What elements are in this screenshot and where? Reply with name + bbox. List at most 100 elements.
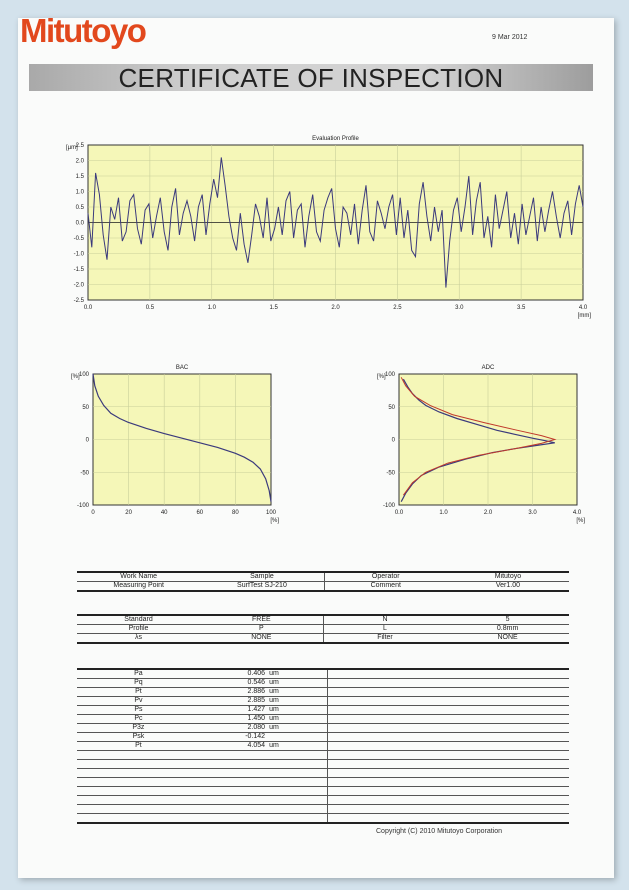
result-value xyxy=(200,805,267,814)
y-tick-label: 0.0 xyxy=(76,221,85,227)
report-date: 9 Mar 2012 xyxy=(492,34,528,41)
result-value: 2.886 xyxy=(247,688,266,695)
result-spacer xyxy=(328,751,569,760)
result-param xyxy=(77,805,200,814)
table-cell: Profile xyxy=(128,625,149,632)
table-cell: NONE xyxy=(497,634,518,641)
info-row: Measuring Point SurfTest SJ-210 Comment Ver… xyxy=(77,581,569,591)
result-param: Psk xyxy=(132,733,145,740)
result-row: Pv 2.885 um xyxy=(77,696,569,706)
result-spacer xyxy=(328,697,569,706)
result-unit xyxy=(267,786,329,796)
x-tick-label: 1.0 xyxy=(439,510,448,516)
result-spacer xyxy=(328,715,569,724)
result-unit: um xyxy=(267,723,329,733)
result-value xyxy=(200,769,267,778)
result-spacer xyxy=(328,742,569,751)
result-param xyxy=(77,760,200,769)
result-param: Pt xyxy=(135,742,142,749)
result-row xyxy=(77,777,569,787)
result-unit xyxy=(267,768,329,778)
y-tick-label: -50 xyxy=(386,470,395,476)
chart-title: ADC xyxy=(482,365,495,371)
table-cell: Standard xyxy=(124,616,153,623)
result-row xyxy=(77,804,569,814)
table-cell: SurfTest SJ-210 xyxy=(200,581,325,591)
result-spacer xyxy=(328,733,569,742)
result-spacer xyxy=(328,778,569,787)
y-tick-label: 1.5 xyxy=(76,174,85,180)
y-tick-label: 1.0 xyxy=(76,190,85,196)
x-axis-unit: [%] xyxy=(270,518,279,524)
y-tick-label: 0.5 xyxy=(76,205,85,211)
y-tick-label: -50 xyxy=(80,470,89,476)
result-row: Pa 0.406 um xyxy=(77,669,569,679)
y-tick-label: -100 xyxy=(77,503,90,509)
table-cell: Operator xyxy=(371,573,400,580)
table-cell: Work Name xyxy=(120,573,158,580)
table-cell: NONE xyxy=(200,633,324,643)
table-cell: Ver1.00 xyxy=(495,582,520,589)
result-spacer xyxy=(328,679,569,688)
table-cell: L xyxy=(383,625,387,632)
result-param: Pa xyxy=(134,670,143,677)
result-unit xyxy=(267,777,329,787)
x-tick-label: 2.0 xyxy=(484,510,493,516)
table-cell: λs xyxy=(135,634,143,641)
result-param: Ps xyxy=(134,706,143,713)
copyright: Copyright (C) 2010 Mitutoyo Corporation xyxy=(376,828,503,835)
result-param: Pt xyxy=(135,688,142,695)
x-tick-label: 0 xyxy=(91,510,95,516)
y-tick-label: -2.0 xyxy=(74,283,85,289)
result-param xyxy=(77,769,200,778)
result-row: Pt 2.886 um xyxy=(77,687,569,697)
table-cell: Filter xyxy=(377,634,393,641)
result-spacer xyxy=(328,787,569,796)
title-band xyxy=(29,64,593,91)
table-cell: P xyxy=(200,624,324,634)
x-tick-label: 1.5 xyxy=(269,305,278,311)
result-row xyxy=(77,759,569,769)
result-value xyxy=(200,787,267,796)
chart-title: Evaluation Profile xyxy=(312,136,359,142)
y-tick-label: 2.5 xyxy=(76,143,85,149)
result-unit: um xyxy=(267,687,329,697)
brand-logo: Mitutoyo xyxy=(20,12,147,49)
result-value xyxy=(200,778,267,787)
table-cell: Mitutoyo xyxy=(494,573,522,580)
x-tick-label: 0.0 xyxy=(84,305,93,311)
result-row: Psk -0.142 xyxy=(77,732,569,742)
result-spacer xyxy=(328,805,569,814)
x-tick-label: 3.0 xyxy=(528,510,537,516)
info-row: Work Name Sample Operator Mitutoyo xyxy=(77,572,569,582)
info-table: Work Name Sample Operator Mitutoyo Measuring… xyxy=(77,571,569,592)
x-tick-label: 2.0 xyxy=(331,305,340,311)
adc-histogram xyxy=(400,378,555,502)
x-tick-label: 2.5 xyxy=(393,305,402,311)
result-spacer xyxy=(328,688,569,697)
result-row xyxy=(77,786,569,796)
result-unit xyxy=(267,804,329,814)
result-spacer xyxy=(328,724,569,733)
y-tick-label: -0.5 xyxy=(74,236,85,242)
y-tick-label: 50 xyxy=(388,405,395,411)
bac-curve xyxy=(92,373,272,502)
y-tick-label: 100 xyxy=(385,372,396,378)
result-unit xyxy=(267,732,329,742)
y-tick-label: 2.0 xyxy=(76,159,85,165)
result-row xyxy=(77,813,569,823)
result-row: Ps 1.427 um xyxy=(77,705,569,715)
table-cell: Comment xyxy=(370,582,401,589)
result-value: 2.885 xyxy=(247,697,266,704)
x-axis-unit: [%] xyxy=(576,518,585,524)
result-param xyxy=(77,778,200,787)
result-param xyxy=(77,796,200,805)
condition-row: Profile P L 0.8mm xyxy=(77,624,569,634)
x-tick-label: 20 xyxy=(125,510,132,516)
adc-curve xyxy=(400,377,557,496)
table-cell: Sample xyxy=(200,572,325,582)
x-tick-label: 100 xyxy=(266,510,277,516)
y-tick-label: -1.5 xyxy=(74,267,85,273)
result-value xyxy=(200,796,267,805)
